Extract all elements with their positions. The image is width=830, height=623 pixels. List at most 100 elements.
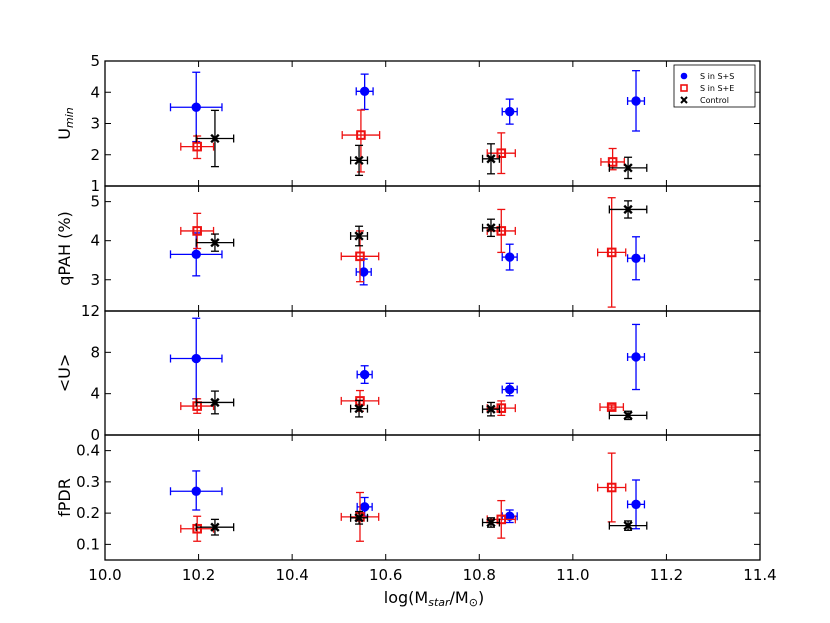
data-point: [608, 156, 648, 180]
panel-qpah: 3 4 5 qPAH (%): [55, 185, 761, 312]
marker-x: [486, 517, 496, 528]
x-axis-label-part-4: ⊙: [469, 596, 478, 609]
series-control-fpdr: [195, 510, 648, 536]
y-axis-label-main: fPDR: [55, 478, 74, 517]
y-axis-label-fpdr: fPDR: [55, 478, 74, 517]
y-tick-label-fpdr: 0.4: [76, 442, 100, 460]
data-point: [349, 144, 369, 177]
x-tick-label: 10.4: [275, 566, 308, 584]
y-axis-label-main: U: [55, 128, 74, 140]
data-point: [599, 402, 625, 412]
y-axis-label-qpah: qPAH (%): [55, 211, 74, 286]
marker-square: [192, 226, 202, 236]
data-point: [481, 401, 501, 417]
y-tick-label-umean: 0: [90, 426, 100, 444]
marker-square: [607, 157, 618, 167]
panel-umean: 0 4 8 12 <U>: [55, 302, 761, 444]
series-control-umean: [195, 390, 648, 421]
legend-label: Control: [700, 96, 729, 105]
marker-square: [496, 514, 507, 525]
marker-x: [486, 154, 496, 164]
y-tick-label-umean: 12: [81, 302, 100, 320]
marker-x: [623, 204, 633, 215]
data-point: [349, 399, 369, 418]
y-tick-label-umin: 3: [90, 115, 100, 133]
data-point: [597, 452, 627, 523]
panel-umin: 1 2 3 4 5 Umin: [55, 52, 761, 195]
marker-square: [606, 482, 617, 493]
y-tick-label-umin: 4: [90, 83, 100, 101]
data-point: [195, 233, 235, 252]
legend-frame: [673, 64, 756, 108]
data-point: [600, 147, 625, 171]
series-s-in-s-e-fpdr: [180, 452, 627, 542]
x-tick-label: 10.2: [182, 566, 215, 584]
x-tick-label: 11.0: [556, 566, 589, 584]
marker-x: [210, 133, 220, 144]
legend-label: S in S+S: [700, 72, 734, 81]
y-tick-label-qpah: 3: [90, 271, 100, 289]
y-axis-label-main: qPAH (%): [55, 211, 74, 286]
data-point: [195, 518, 235, 536]
x-tick-label: 10.0: [88, 566, 121, 584]
data-point: [169, 71, 223, 143]
data-point: [341, 109, 381, 173]
marker-circle: [191, 249, 201, 260]
y-tick-label-fpdr: 0.3: [76, 473, 100, 491]
y-tick-label-umean: 8: [90, 343, 100, 361]
panel-frame-fpdr: [104, 434, 761, 561]
panel-frame-qpah: [104, 185, 761, 312]
y-tick-label-fpdr: 0.2: [76, 504, 100, 522]
data-point: [501, 243, 518, 271]
x-axis-label-part-5: ): [478, 588, 484, 607]
data-point: [486, 132, 516, 175]
marker-circle: [631, 352, 641, 362]
marker-circle: [631, 96, 641, 106]
y-axis-label-sub: min: [63, 107, 76, 128]
data-point: [340, 230, 380, 283]
x-tick-label: 10.8: [463, 566, 496, 584]
x-axis-label-part-1: log(M: [384, 588, 428, 607]
data-point: [626, 479, 646, 530]
marker-square: [192, 523, 202, 534]
marker-square: [496, 226, 507, 236]
data-point: [481, 517, 501, 528]
data-point: [195, 109, 235, 168]
data-point: [180, 135, 215, 160]
data-point: [626, 236, 646, 281]
marker-square: [496, 403, 507, 413]
series-s-in-s-s-umin: [169, 70, 646, 143]
x-axis-label-part-2: star: [428, 596, 451, 609]
marker-x: [486, 223, 496, 233]
marker-circle: [359, 369, 370, 380]
marker-x: [354, 155, 364, 166]
marker-square: [356, 130, 366, 140]
legend-label: S in S+E: [700, 84, 734, 93]
marker-square: [192, 141, 202, 152]
series-s-in-s-e-umin: [180, 109, 625, 175]
marker-square: [496, 148, 507, 158]
data-point: [356, 365, 373, 384]
marker-x: [210, 397, 220, 408]
marker-circle: [504, 106, 515, 117]
series-s-in-s-e-umean: [180, 389, 625, 417]
marker-circle: [504, 252, 515, 262]
marker-circle: [504, 384, 515, 395]
data-point: [608, 410, 648, 421]
y-tick-label-umin: 5: [90, 52, 100, 70]
legend-marker-square: [680, 84, 688, 92]
data-point: [501, 98, 518, 125]
legend-marker-circle: [680, 72, 688, 80]
y-axis-label-umean: <U>: [55, 354, 74, 393]
series-control-qpah: [195, 200, 648, 252]
data-point: [597, 197, 627, 308]
x-axis-label: log(Mstar/M⊙): [384, 588, 484, 609]
legend: S in S+S S in S+E Control: [673, 64, 756, 108]
series-s-in-s-s-qpah: [169, 232, 646, 286]
y-tick-label-umean: 4: [90, 385, 100, 403]
data-point: [355, 73, 374, 111]
marker-x: [623, 163, 633, 173]
data-point: [169, 470, 223, 511]
